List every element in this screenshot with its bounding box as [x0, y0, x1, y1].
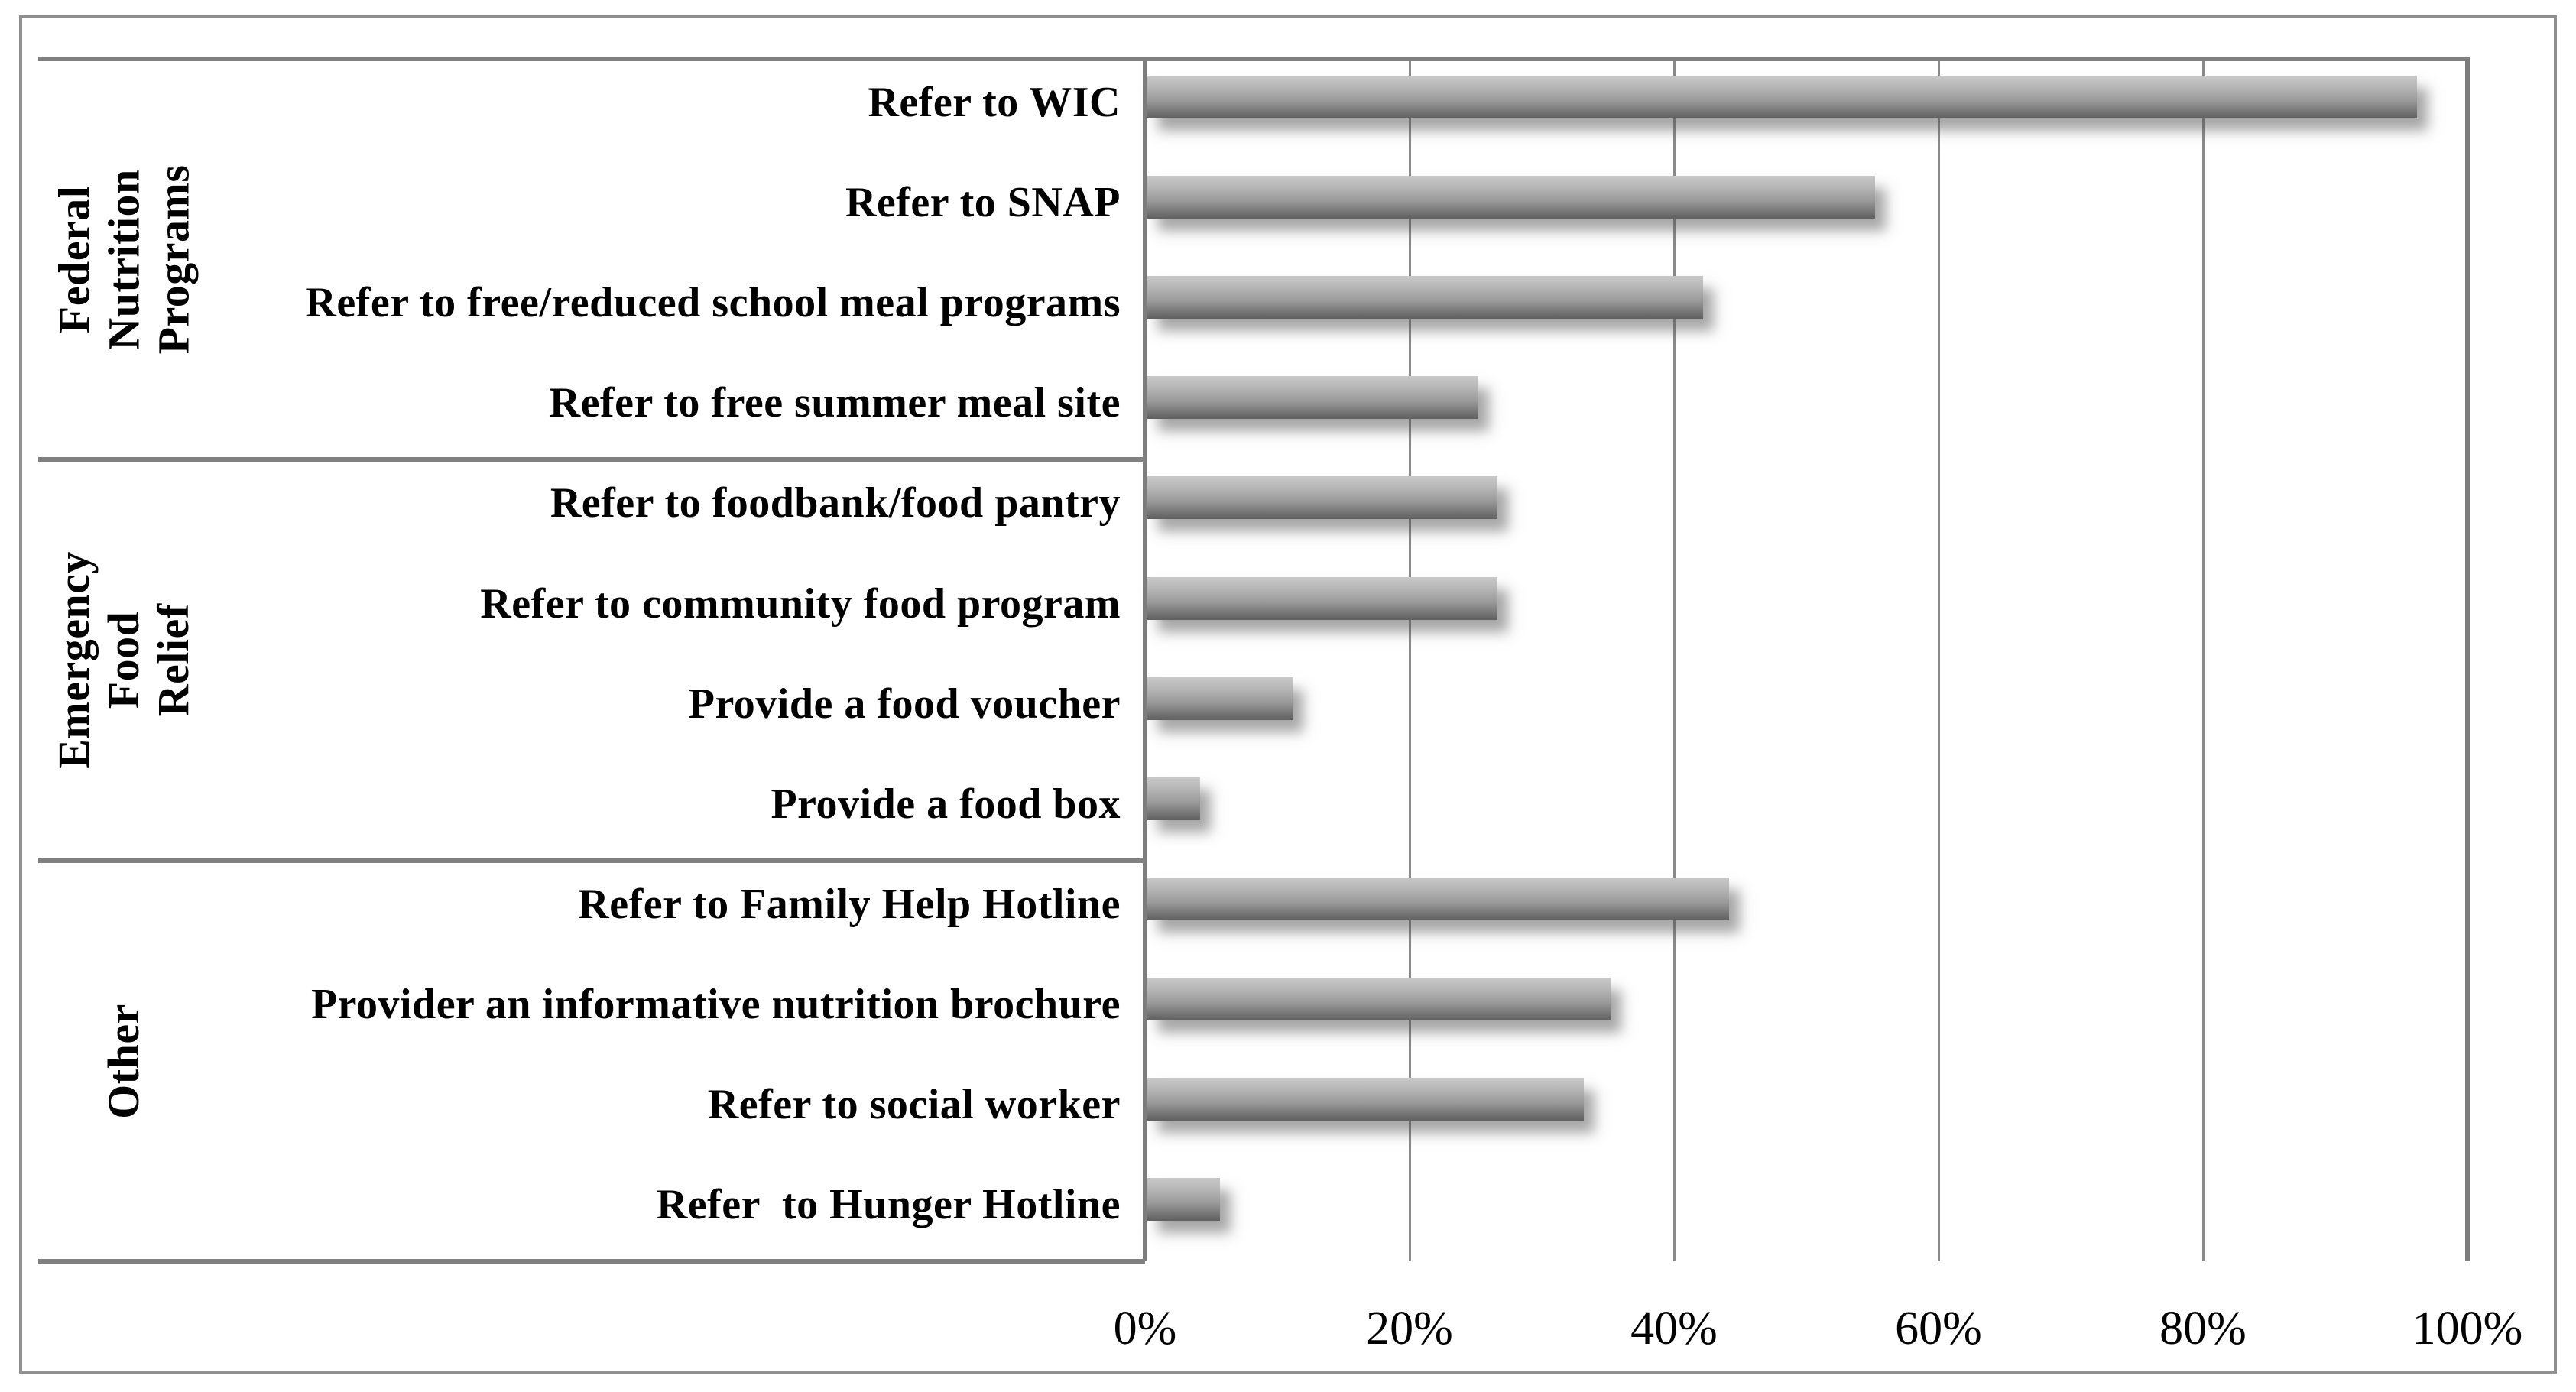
bar-label: Refer to Family Help Hotline — [578, 880, 1121, 928]
category-cell: Emergency Food Relief — [42, 459, 206, 860]
bar-label: Refer to Hunger Hotline — [656, 1180, 1121, 1228]
bar — [1147, 376, 1478, 419]
group-divider-line — [38, 457, 1145, 462]
axis-tick-label: 100% — [2412, 1303, 2523, 1355]
bar — [1147, 777, 1200, 820]
bar — [1147, 176, 1875, 219]
gridline — [1409, 59, 1411, 1261]
axis-tick-label: 60% — [1895, 1303, 1982, 1355]
axis-tick-label: 80% — [2159, 1303, 2247, 1355]
bar-label: Refer to SNAP — [845, 178, 1121, 226]
bar-label: Refer to free summer meal site — [549, 378, 1121, 427]
x-axis-max-line — [2465, 59, 2470, 1261]
gridline — [1938, 59, 1940, 1261]
axis-tick-label: 0% — [1113, 1303, 1177, 1355]
axis-tick-label: 40% — [1630, 1303, 1718, 1355]
bar-label: Provide a food box — [771, 780, 1121, 828]
bar — [1147, 978, 1611, 1020]
group-divider-line — [38, 1259, 1145, 1264]
axis-tick-label: 20% — [1366, 1303, 1453, 1355]
bar-label: Refer to free/reduced school meal progra… — [305, 278, 1121, 326]
gridline — [2202, 59, 2205, 1261]
bar — [1147, 276, 1703, 319]
category-label: Emergency Food Relief — [49, 550, 198, 769]
bar-label: Refer to social worker — [707, 1080, 1121, 1128]
category-label: Federal Nutrition Programs — [49, 164, 198, 354]
bar-label: Provide a food voucher — [688, 680, 1121, 728]
category-cell: Other — [42, 861, 206, 1261]
category-label: Other — [99, 1003, 149, 1119]
x-axis-zero-line — [1143, 59, 1147, 1261]
bar-label: Provider an informative nutrition brochu… — [310, 980, 1121, 1028]
group-divider-line — [38, 858, 1145, 863]
plot-top-border — [38, 57, 2470, 61]
category-cell: Federal Nutrition Programs — [42, 59, 206, 459]
bar-label: Refer to WIC — [868, 78, 1121, 126]
bar — [1147, 878, 1729, 920]
bar-label: Refer to foodbank/food pantry — [550, 479, 1121, 527]
bar — [1147, 577, 1497, 620]
bar-label: Refer to community food program — [480, 579, 1121, 628]
figure-border — [19, 15, 2557, 1374]
bar — [1147, 76, 2417, 118]
bar — [1147, 1078, 1584, 1121]
bar — [1147, 1178, 1220, 1221]
bar — [1147, 476, 1497, 519]
gridline — [1673, 59, 1676, 1261]
bar — [1147, 677, 1293, 720]
